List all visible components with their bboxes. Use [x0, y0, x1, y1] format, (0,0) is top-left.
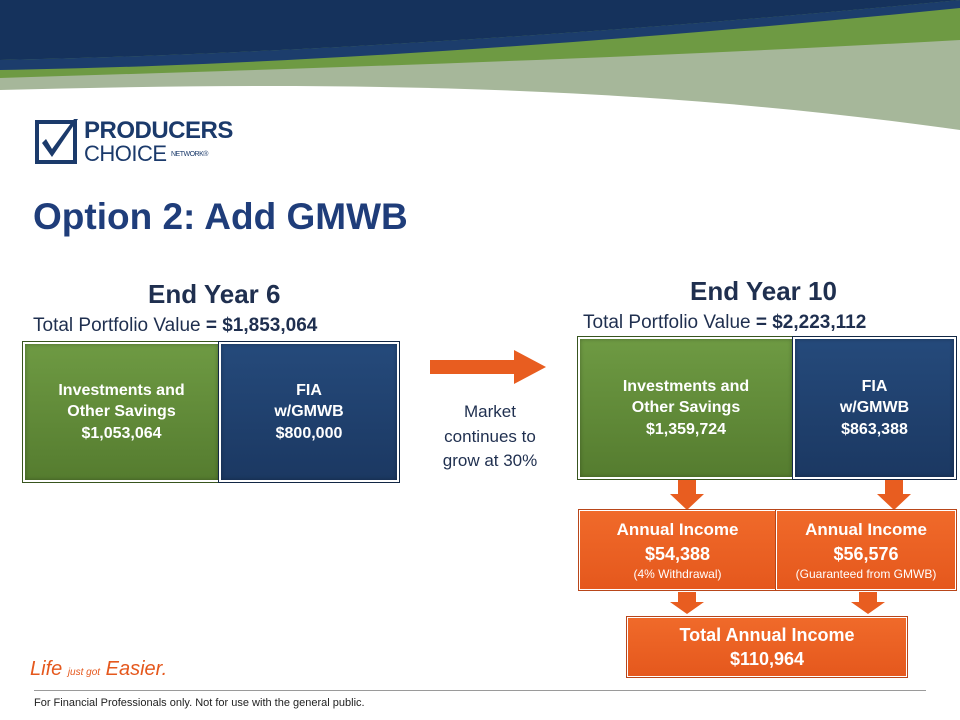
down-arrow-icon — [670, 480, 704, 510]
footer-divider — [34, 690, 926, 691]
left-fia-line2: w/GMWB — [274, 403, 344, 421]
logo-line-1: PRODUCERS — [84, 117, 233, 144]
total-label: Total Annual Income — [679, 624, 855, 645]
footer-disclaimer: For Financial Professionals only. Not fo… — [34, 697, 365, 709]
left-fia-line1: FIA — [296, 381, 322, 399]
right-portfolio-value: Total Portfolio Value = $2,223,112 — [583, 312, 866, 334]
left-tpv-label: Total Portfolio Value — [33, 315, 201, 336]
producers-choice-logo: PRODUCERS CHOICE NETWORK® — [34, 117, 254, 169]
left-fia-box: FIA w/GMWB $800,000 — [219, 342, 399, 482]
down-arrow-icon — [670, 592, 704, 614]
income1-value: $54,388 — [644, 544, 711, 565]
left-inv-line1: Investments and — [58, 381, 185, 399]
right-fia-box: FIA w/GMWB $863,388 — [793, 337, 956, 479]
income2-value: $56,576 — [833, 544, 899, 565]
income2-label: Annual Income — [805, 520, 927, 540]
checkmark-icon — [35, 119, 78, 164]
market-note-line1: Market — [464, 402, 516, 421]
down-arrow-icon — [877, 480, 911, 510]
left-year-title: End Year 6 — [148, 279, 281, 309]
market-note: Market continues to grow at 30% — [420, 400, 560, 474]
left-inv-line2: Other Savings — [67, 403, 176, 421]
annual-income-withdrawal-box: Annual Income $54,388 (4% Withdrawal) — [579, 510, 776, 590]
tagline-easier: Easier. — [105, 658, 168, 680]
right-arrow-icon — [430, 350, 546, 384]
annual-income-gmwb-box: Annual Income $56,576 (Guaranteed from G… — [776, 510, 956, 590]
market-note-line2: continues to — [444, 426, 536, 446]
slide-title: Option 2: Add GMWB — [33, 196, 408, 237]
tagline-just-got: just got — [67, 667, 101, 678]
left-tpv-value: = $1,853,064 — [205, 315, 318, 336]
left-inv-value: $1,053,064 — [81, 424, 162, 442]
right-fia-line2: w/GMWB — [839, 399, 910, 417]
logo-line-2: CHOICE — [84, 141, 167, 166]
market-note-line3: grow at 30% — [442, 451, 538, 471]
right-fia-line1: FIA — [861, 377, 888, 395]
down-arrow-icon — [851, 592, 885, 614]
right-inv-value: $1,359,724 — [645, 420, 727, 438]
left-portfolio-value: Total Portfolio Value = $1,853,064 — [33, 315, 317, 337]
right-inv-line2: Other Savings — [631, 399, 741, 417]
tagline: Life just got Easier. — [30, 658, 167, 681]
total-annual-income-box: Total Annual Income $110,964 — [627, 617, 907, 677]
tagline-life: Life — [30, 658, 63, 680]
right-tpv-value: = $2,223,112 — [755, 312, 867, 333]
right-investments-box: Investments and Other Savings $1,359,724 — [578, 337, 794, 479]
income2-note: (Guaranteed from GMWB) — [795, 566, 937, 581]
left-investments-box: Investments and Other Savings $1,053,064 — [23, 342, 220, 482]
income1-note: (4% Withdrawal) — [633, 566, 722, 581]
logo-sub: NETWORK® — [171, 151, 208, 158]
left-fia-value: $800,000 — [275, 424, 343, 442]
income1-label: Annual Income — [616, 520, 739, 540]
total-value: $110,964 — [729, 649, 805, 669]
right-tpv-label: Total Portfolio Value — [583, 312, 751, 333]
header-swoosh — [0, 0, 960, 180]
right-year-title: End Year 10 — [690, 276, 837, 306]
right-fia-value: $863,388 — [841, 420, 908, 438]
right-inv-line1: Investments and — [622, 377, 750, 395]
